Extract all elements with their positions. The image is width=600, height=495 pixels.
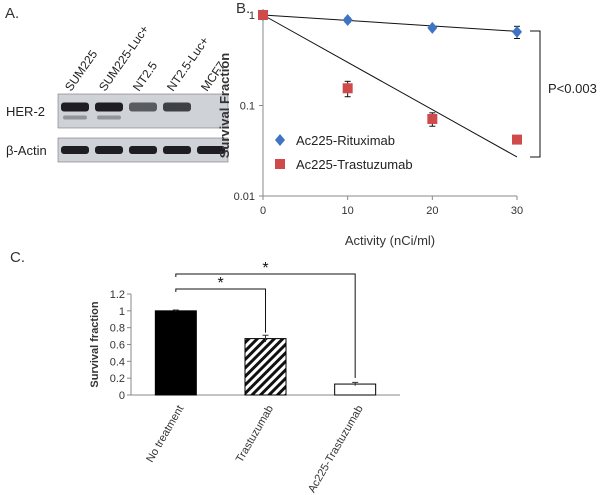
survival-scatter-chart: 1 0.1 0.01 0 10 20 30 Activity (nCi/ml) Survival… [217,9,597,248]
data-point-trastuzumab [512,134,522,145]
blot-band [163,102,191,112]
legend-label: Ac225-Rituximab [296,133,395,148]
blot-band [197,146,225,154]
y-tick-label: 0.4 [110,356,125,368]
significance-star: * [218,275,224,292]
blot-band [95,102,123,112]
panel-label-c: C. [10,249,25,266]
x-tick-label: 0 [260,205,266,217]
significance-bracket [530,30,541,158]
panel-label-b: B. [236,0,251,17]
blot-band [61,146,89,154]
legend-marker [275,159,285,169]
category-label: Ac225-Trastuzumab [306,404,366,495]
blot-row-label: β-Actin [6,143,47,158]
survival-bar-chart: 0 0.2 0.4 0.6 0.8 1 1.2 Survival fraction No tre… [89,260,400,495]
y-tick-label: 1.2 [110,289,125,301]
data-point-trastuzumab [258,10,268,20]
category-label: Trastuzumab [234,404,276,465]
category-label: No treatment [144,404,186,465]
y-tick-label: 0.01 [234,191,255,203]
x-tick-label: 10 [342,205,354,217]
data-point-rituximab [342,14,353,27]
blot-band-secondary [63,115,87,120]
panel-label-a: A. [5,5,20,22]
data-point-rituximab [427,21,438,34]
y-tick-label: 1 [249,10,255,22]
data-point-trastuzumab [427,113,438,124]
blot-band [163,146,191,154]
blot-band [129,102,157,112]
fit-line [262,14,518,158]
y-axis-label: Survival fraction [89,301,101,387]
fit-line [262,14,518,32]
legend-marker [275,134,285,146]
p-value-annotation: P<0.003 [548,81,597,96]
x-axis-label: Activity (nCi/ml) [345,233,435,248]
x-tick-label: 30 [511,205,523,217]
significance-bracket [175,288,266,333]
blot-lane-label: SUM225 [62,47,100,94]
y-tick-label: 0 [119,390,125,402]
blot-band [61,102,89,112]
data-point-rituximab [512,25,522,38]
significance-bracket [175,273,356,379]
y-tick-label: 0.1 [240,101,255,113]
y-tick-label: 0.2 [110,373,125,385]
significance-star: * [262,260,268,277]
data-point-trastuzumab [342,83,353,94]
y-tick-label: 1 [119,306,125,318]
blot-band-secondary [97,115,121,120]
x-tick-label: 20 [426,205,438,217]
blot-row-label: HER-2 [6,104,45,119]
blot-band [95,146,123,154]
y-axis-label: Survival Fraction [217,53,232,159]
blot-lane-label: NT2.5 [130,59,160,94]
y-tick-label: 0.6 [110,340,125,352]
bar [244,338,287,396]
legend-label: Ac225-Trastuzumab [296,157,413,172]
y-tick-label: 0.8 [110,323,125,335]
bar [154,310,197,396]
blot-band [129,146,157,154]
